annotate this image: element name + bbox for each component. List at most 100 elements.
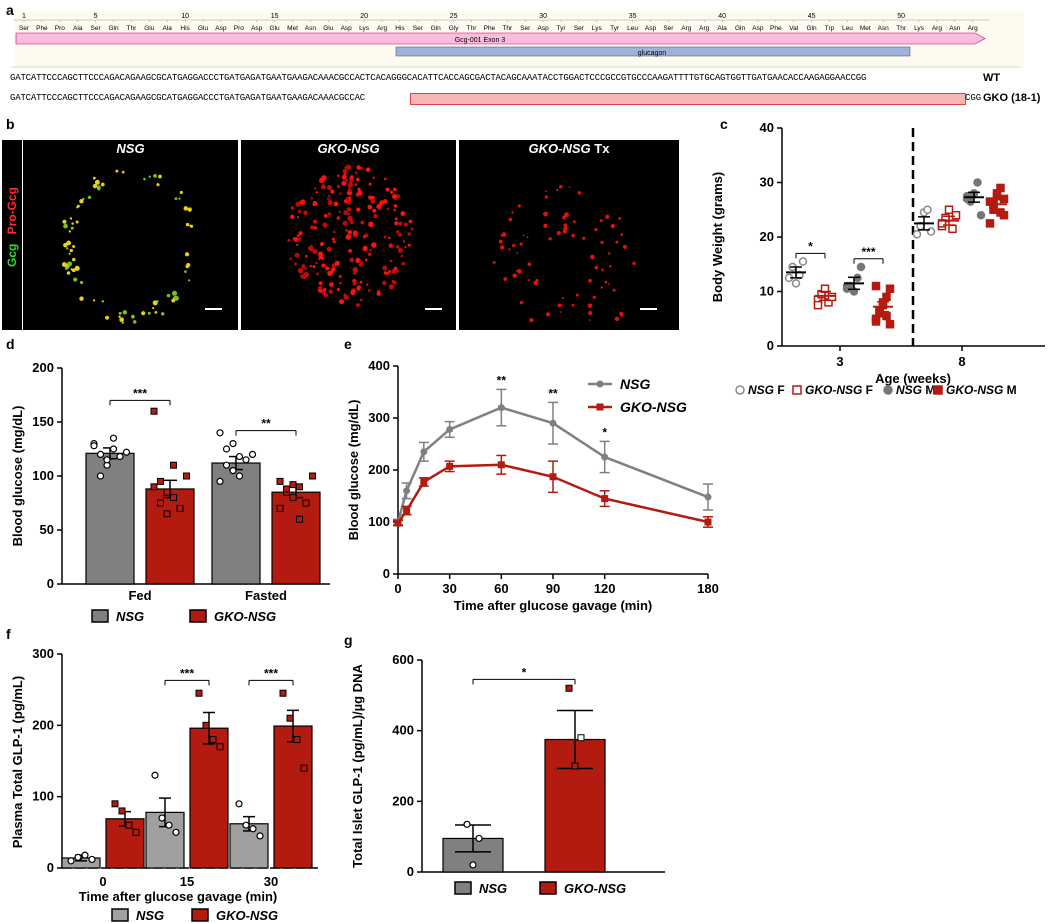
- legend-label-nsg: NSG: [116, 609, 144, 624]
- gko-cell: [407, 232, 411, 236]
- nsg-cell: [154, 311, 158, 314]
- sig-female-label: *: [808, 239, 813, 253]
- data-point: [309, 472, 316, 480]
- legend-label: GKO-NSG F: [805, 383, 873, 397]
- data-point: [158, 814, 166, 822]
- gko-cell: [389, 244, 392, 247]
- panel-e-letter: e: [344, 336, 352, 352]
- x-tick-label: 0: [394, 581, 401, 596]
- data-point: [944, 205, 954, 214]
- x-axis-label: Age (weeks): [875, 371, 951, 386]
- ruler-number: 10: [181, 13, 189, 20]
- x-tick-label: 120: [594, 581, 616, 596]
- gko-cell: [368, 182, 372, 186]
- data-point: [403, 507, 411, 515]
- gko-cell: [400, 254, 404, 258]
- gko-cell: [338, 210, 341, 213]
- nsg-cell: [105, 315, 110, 320]
- gko-cell: [377, 290, 381, 294]
- bar: [189, 727, 229, 869]
- panel-b-letter: b: [6, 116, 15, 132]
- data-point: [109, 445, 118, 453]
- amino-acid: Tyr: [610, 25, 620, 32]
- legend-label-gko: GKO-NSG: [620, 399, 687, 415]
- sig-islet-label: *: [522, 665, 527, 679]
- data-point: [791, 279, 801, 288]
- data-point: [276, 477, 284, 485]
- ruler-number: 30: [539, 13, 547, 20]
- gko-cell: [328, 289, 333, 294]
- gko-tx-cell: [508, 248, 511, 251]
- nsg-cell: [62, 219, 67, 224]
- panel-g: g 0 200 400 600 Total Islet GLP-1 (pg/mL)/µg…: [340, 624, 700, 924]
- gko-cell: [357, 187, 361, 191]
- gko-cell: [358, 262, 363, 267]
- image-header-gko: GKO-NSG: [241, 140, 456, 158]
- x-tick-label: Fed: [128, 588, 151, 603]
- nsg-cell: [92, 176, 96, 180]
- data-point: [926, 227, 936, 236]
- gko-cell: [316, 272, 319, 276]
- gko-tx-cell: [562, 297, 565, 300]
- gko-tx-cell: [563, 223, 568, 228]
- data-point: [704, 518, 712, 526]
- data-point: [235, 472, 244, 480]
- gko-cell: [304, 267, 307, 270]
- amino-acid: Phe: [484, 25, 496, 32]
- data-point: [565, 684, 573, 692]
- amino-acid: Leu: [627, 25, 638, 32]
- data-point: [235, 800, 243, 808]
- gko-cell: [391, 194, 397, 199]
- gko-sequence-left: GATCATTCCCAGCTTCCCAGACAGAAGCGCATGAGGACCC…: [10, 93, 366, 103]
- nsg-cell: [64, 266, 69, 270]
- gko-cell: [398, 221, 403, 226]
- nsg-cell: [122, 310, 128, 315]
- nsg-cell: [61, 262, 67, 267]
- y-tick-label: 0: [767, 338, 774, 353]
- gko-cell: [304, 254, 308, 258]
- data-point: [242, 456, 250, 464]
- bar: [273, 725, 313, 869]
- gko-tx-cell: [544, 195, 549, 199]
- data-point: [132, 828, 140, 836]
- gko-cell: [299, 199, 306, 205]
- gko-cell: [321, 257, 325, 261]
- panel-f: f 0 100 200 300 Plasma Total GLP-1 (pg/mL) 0 1…: [0, 624, 340, 924]
- data-point: [286, 714, 294, 722]
- x-tick-label: 3: [836, 354, 843, 369]
- amino-acid: Thr: [127, 25, 138, 32]
- data-point: [151, 771, 159, 779]
- amino-acid: Arg: [968, 25, 979, 32]
- wt-label: WT: [983, 72, 1001, 84]
- y-tick-label: 100: [32, 468, 54, 483]
- y-tick-label: 600: [392, 652, 414, 667]
- nsg-cell: [188, 279, 191, 282]
- y-axis-label: Body Weight (grams): [710, 172, 725, 303]
- gko-tx-cell: [622, 244, 627, 249]
- gko-tx-cell: [527, 279, 530, 282]
- sig-15-label: ***: [180, 666, 194, 680]
- gko-cell: [352, 281, 357, 286]
- gko-cell: [326, 246, 332, 252]
- gko-tx-cell: [517, 204, 521, 208]
- gko-cell: [312, 220, 316, 223]
- x-tick-label: 180: [697, 581, 719, 596]
- data-point: [209, 736, 217, 744]
- gko-cell: [365, 167, 371, 173]
- data-point: [150, 407, 158, 415]
- gko-tx-cell: [499, 245, 505, 250]
- panel-d-letter: d: [6, 336, 15, 352]
- nsg-cell: [96, 185, 101, 190]
- significance-mark: **: [548, 386, 558, 400]
- gko-cell: [394, 221, 399, 226]
- data-point: [296, 515, 303, 523]
- data-point: [446, 425, 454, 433]
- islet-glp1-bar-chart: 0 200 400 600 Total Islet GLP-1 (pg/mL)/µg D…: [350, 652, 665, 896]
- x-tick-label: Fasted: [245, 588, 287, 603]
- gko-cell: [404, 246, 407, 249]
- gko-tx-cell: [533, 280, 538, 286]
- gko-cell: [341, 180, 347, 186]
- gko-cell: [343, 210, 349, 216]
- gko-cell: [385, 187, 390, 192]
- image-header-gko-tx: GKO-NSG Tx: [459, 140, 679, 158]
